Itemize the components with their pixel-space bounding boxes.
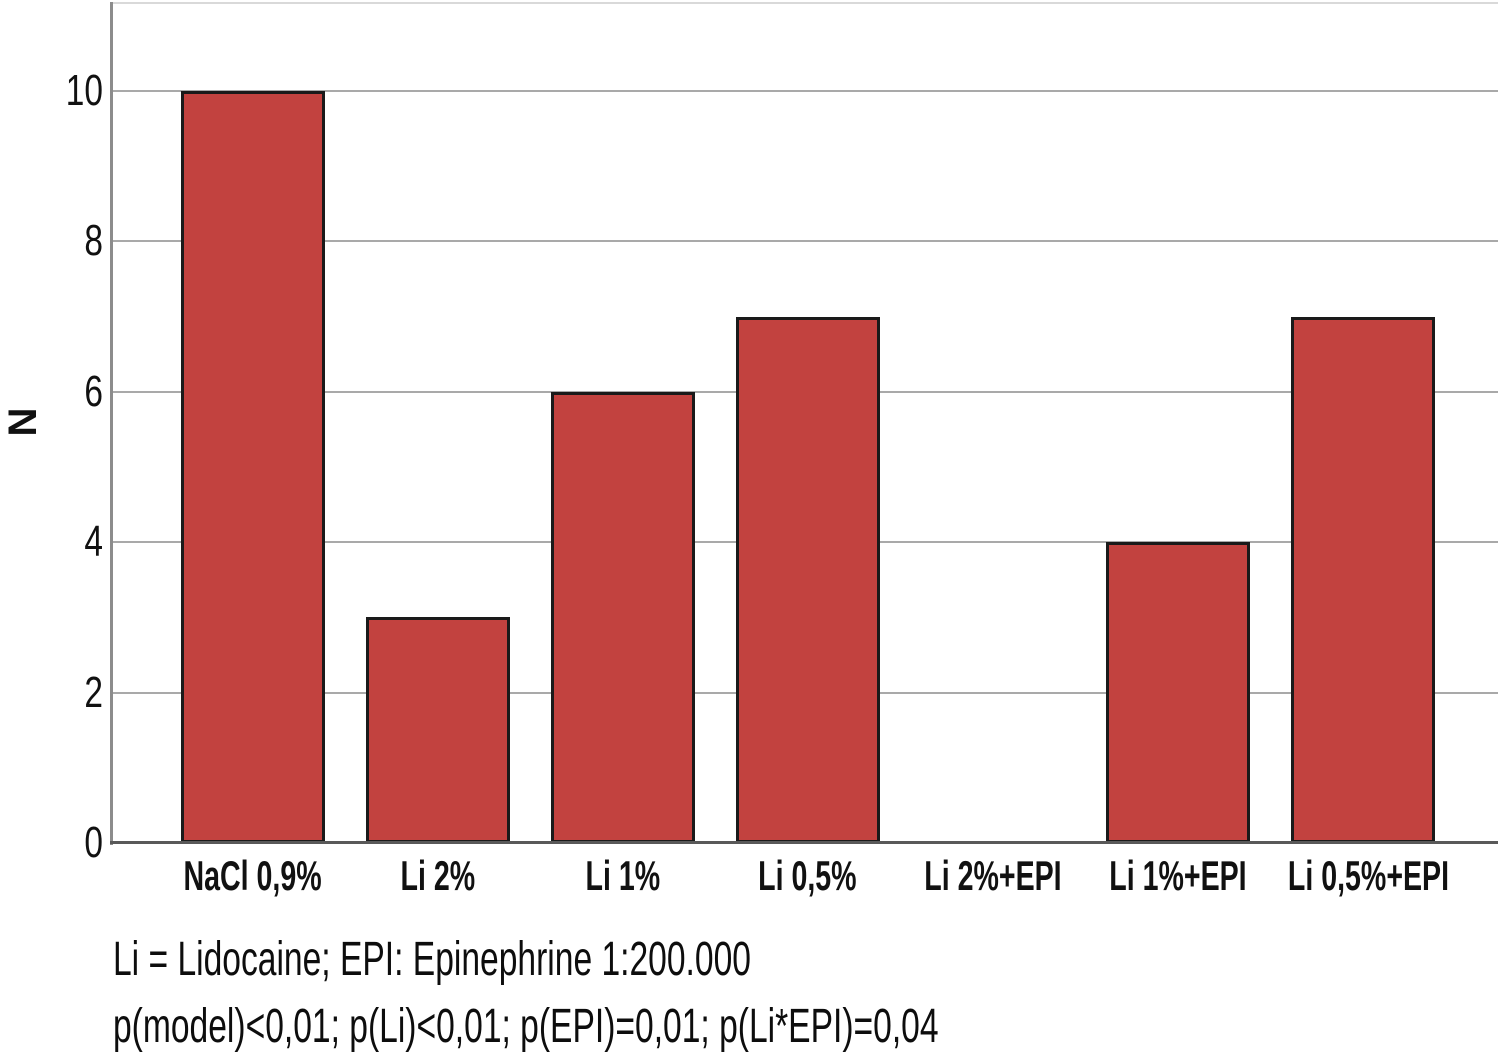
x-category-label-text: Li 1%+EPI <box>1108 852 1247 899</box>
bar-Li 0,5% <box>735 317 880 843</box>
x-category-label-text: Li 2% <box>400 852 475 899</box>
y-tick-label-8: 8 <box>84 216 103 266</box>
y-tick-label-6: 6 <box>84 366 103 416</box>
y-tick-label-4: 4 <box>84 517 103 567</box>
x-axis-baseline <box>110 841 1498 844</box>
x-category-label-text: NaCl 0,9% <box>183 852 322 899</box>
x-category-label-text: Li 0,5%+EPI <box>1287 852 1450 899</box>
x-category-label-text: Li 2%+EPI <box>923 852 1062 899</box>
gridline-10 <box>112 90 1498 92</box>
bar-NaCl 0,9% <box>180 91 325 843</box>
x-category-label-text: Li 1% <box>585 852 660 899</box>
x-category-label-Li 2%+EPI: Li 2%+EPI <box>880 852 1105 900</box>
bar-Li 2% <box>365 617 510 843</box>
y-tick-label-0: 0 <box>84 818 103 867</box>
x-category-label-Li 1%+EPI: Li 1%+EPI <box>1065 852 1290 900</box>
footnote-abbreviations: Li = Lidocaine; EPI: Epinephrine 1:200.0… <box>113 933 751 986</box>
y-tick-label-2: 2 <box>84 667 103 717</box>
bar-Li 1%+EPI <box>1105 542 1250 843</box>
x-category-label-Li 0,5%+EPI: Li 0,5%+EPI <box>1250 852 1475 900</box>
bar-Li 1% <box>550 392 695 843</box>
x-category-label-Li 2%: Li 2% <box>325 852 550 900</box>
x-category-label-Li 0,5%: Li 0,5% <box>695 852 920 900</box>
gridline-8 <box>112 240 1498 243</box>
plot-top-border <box>112 2 1498 4</box>
bar-Li 0,5%+EPI <box>1290 317 1435 843</box>
y-tick-label-10: 10 <box>65 66 103 115</box>
y-axis-line <box>110 2 113 845</box>
x-category-label-NaCl 0,9%: NaCl 0,9% <box>140 852 365 900</box>
x-category-label-text: Li 0,5% <box>758 852 857 899</box>
footnote-p-values: p(model)<0,01; p(Li)<0,01; p(EPI)=0,01; … <box>113 1000 939 1053</box>
x-category-label-Li 1%: Li 1% <box>510 852 735 900</box>
